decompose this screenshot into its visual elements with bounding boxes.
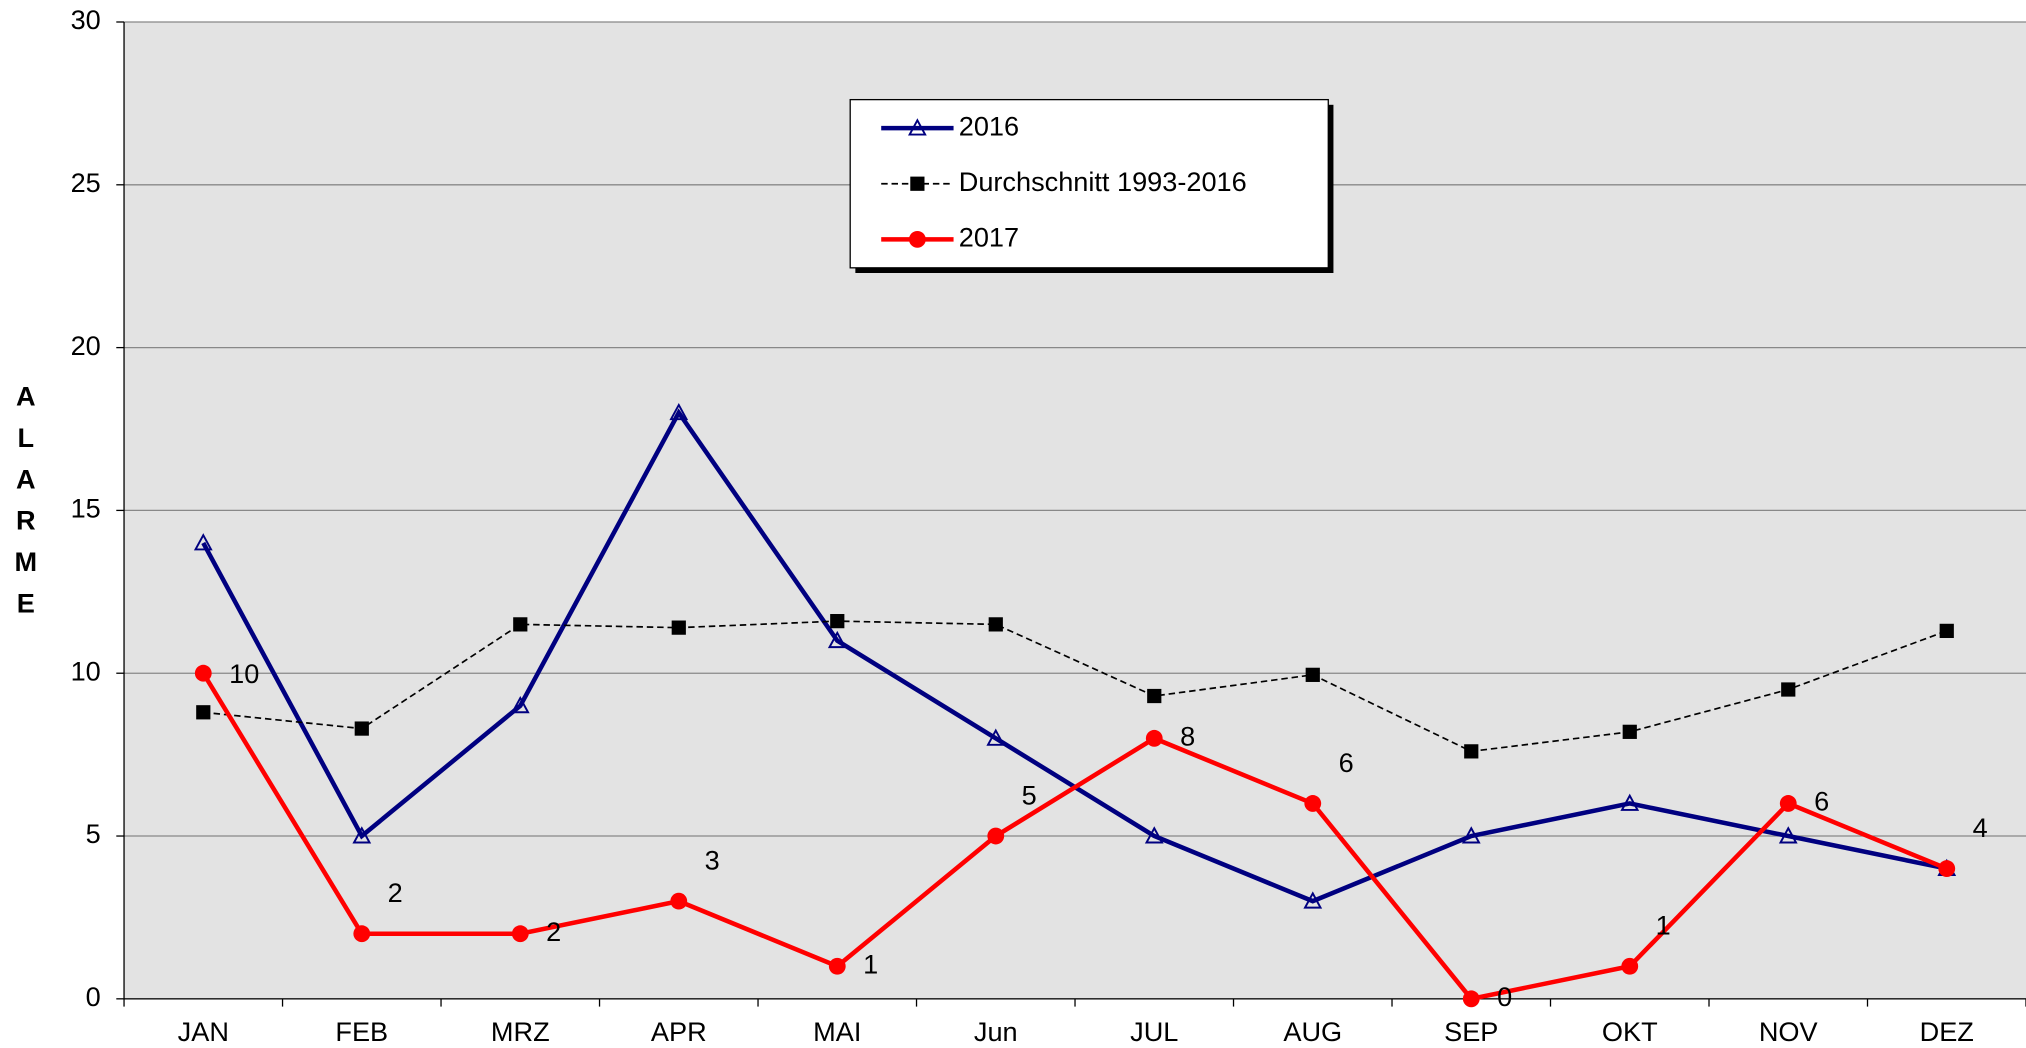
x-tick-label: Jun	[974, 1016, 1018, 1047]
point	[1938, 860, 1956, 877]
y-tick-label: 0	[86, 981, 101, 1012]
point	[827, 630, 847, 649]
x-tick-label: MRZ	[491, 1016, 550, 1047]
data-label: 0	[1497, 981, 1512, 1012]
point	[1620, 793, 1640, 811]
data-label: 3	[705, 844, 720, 875]
y-tick-label: 10	[71, 655, 101, 686]
point	[1144, 826, 1164, 844]
point	[1939, 623, 1954, 639]
point	[353, 925, 371, 943]
point	[987, 827, 1005, 845]
point	[1303, 891, 1323, 909]
x-tick-label: JUL	[1130, 1016, 1178, 1047]
legend-label: 2016	[959, 110, 1019, 141]
x-tick-label: NOV	[1759, 1016, 1818, 1047]
x-tick-label: JAN	[178, 1016, 229, 1047]
data-label: 4	[1973, 812, 1988, 843]
x-tick-label: APR	[651, 1016, 707, 1047]
y-tick-label: 20	[71, 330, 101, 361]
point	[671, 620, 686, 635]
point	[513, 617, 528, 632]
point	[1147, 688, 1162, 704]
point	[1781, 682, 1796, 697]
data-label: 10	[229, 658, 259, 689]
data-label: 6	[1814, 786, 1829, 817]
point	[354, 721, 369, 736]
point	[1464, 744, 1479, 759]
point	[1304, 795, 1322, 812]
point	[988, 617, 1003, 632]
x-tick-label: FEB	[335, 1016, 388, 1047]
point	[986, 728, 1006, 746]
point	[193, 533, 213, 551]
point	[908, 118, 927, 136]
point	[196, 705, 211, 720]
point	[828, 957, 846, 975]
series-line	[203, 620, 1948, 753]
point	[1779, 795, 1797, 812]
point	[910, 176, 925, 191]
x-tick-label: DEZ	[1920, 1016, 1974, 1047]
point	[510, 695, 530, 714]
point	[830, 614, 845, 629]
point	[1305, 667, 1320, 682]
point	[511, 925, 529, 943]
y-tick-label: 25	[71, 167, 101, 198]
legend-label: 2017	[959, 222, 1019, 253]
x-tick-label: SEP	[1444, 1016, 1498, 1047]
point	[1145, 729, 1163, 747]
point	[1621, 957, 1639, 975]
series-line	[201, 672, 1948, 1002]
data-label: 1	[1656, 910, 1671, 941]
point	[1622, 724, 1637, 739]
y-tick-label: 30	[71, 4, 101, 35]
point	[194, 664, 212, 682]
point	[1461, 826, 1481, 844]
y-tick-label: 5	[86, 818, 101, 849]
x-tick-label: AUG	[1283, 1016, 1342, 1047]
data-label: 5	[1022, 779, 1037, 810]
legend-label: Durchschnitt 1993-2016	[959, 166, 1247, 197]
point	[670, 892, 688, 910]
x-tick-label: OKT	[1602, 1016, 1658, 1047]
point	[669, 402, 689, 421]
point	[1462, 990, 1480, 1008]
data-label: 2	[388, 877, 403, 908]
data-label: 8	[1180, 721, 1195, 752]
point	[908, 230, 926, 248]
point	[352, 826, 372, 844]
point	[1778, 826, 1798, 844]
data-label: 6	[1339, 747, 1354, 778]
x-tick-label: MAI	[813, 1016, 861, 1047]
y-tick-label: 15	[71, 493, 101, 524]
data-label: 1	[863, 948, 878, 979]
data-label: 2	[546, 916, 561, 947]
